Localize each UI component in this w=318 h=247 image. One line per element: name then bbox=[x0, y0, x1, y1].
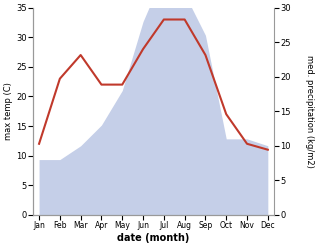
Y-axis label: med. precipitation (kg/m2): med. precipitation (kg/m2) bbox=[305, 55, 314, 168]
X-axis label: date (month): date (month) bbox=[117, 233, 190, 243]
Y-axis label: max temp (C): max temp (C) bbox=[4, 82, 13, 140]
